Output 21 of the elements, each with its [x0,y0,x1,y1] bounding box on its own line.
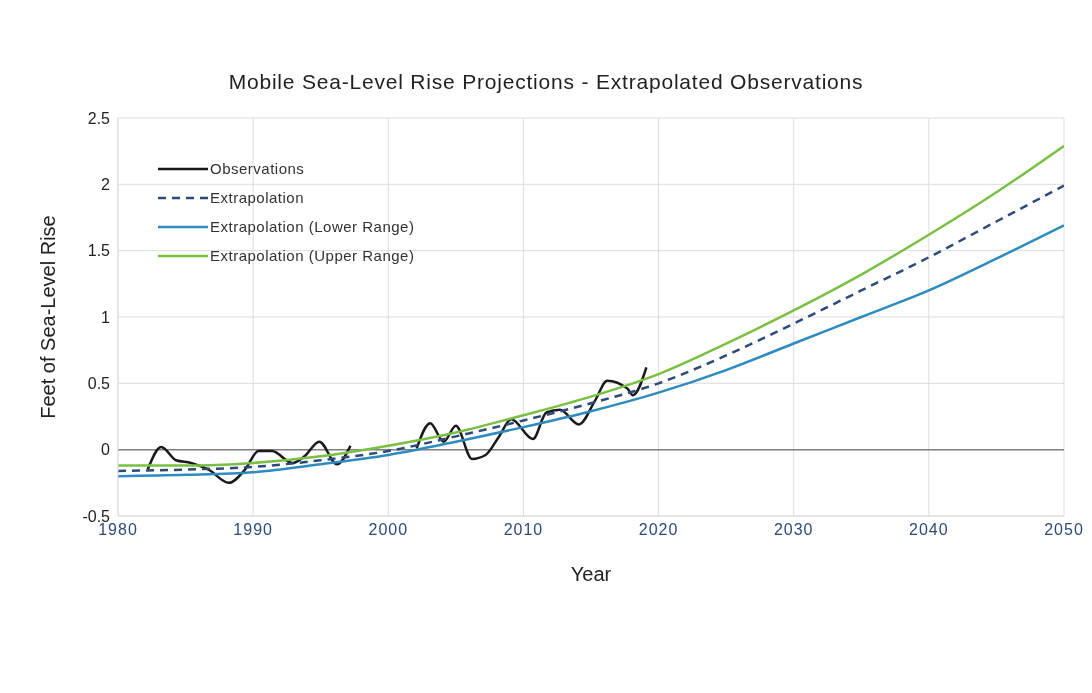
x-tick-label: 2030 [773,521,814,539]
y-tick-label: 2 [101,176,111,194]
x-tick-label: 1980 [98,521,138,539]
y-tick-label: 1 [101,308,111,326]
y-axis-title: Feet of Sea-Level Rise [37,215,60,419]
y-tick-label: 0 [101,441,111,459]
y-tick-label: 0.5 [87,375,111,393]
legend-label: Observations [210,160,305,177]
legend-label: Extrapolation [210,189,305,206]
x-tick-label: 2040 [909,521,949,539]
x-tick-label: 1990 [233,521,273,539]
x-tick-label: 2050 [1044,521,1084,539]
legend-label: Extrapolation (Lower Range) [210,218,415,235]
x-tick-label: 2010 [503,521,544,539]
x-axis-title: Year [570,563,612,585]
x-tick-label: 2020 [638,521,679,539]
x-tick-label: 2000 [368,521,409,539]
legend-label: Extrapolation (Upper Range) [210,247,415,264]
chart-title: Mobile Sea-Level Rise Projections - Extrapolated Observations [227,69,865,95]
y-tick-label: 2.5 [87,109,111,127]
y-tick-label: 1.5 [87,242,111,260]
